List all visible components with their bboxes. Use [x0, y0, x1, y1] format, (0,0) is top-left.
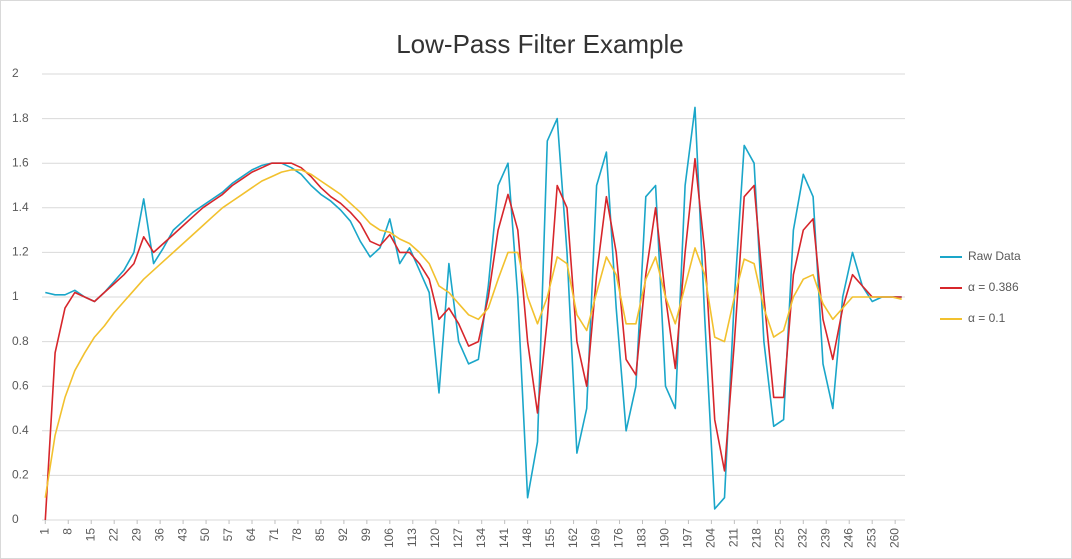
- series-line: [44, 157, 902, 521]
- x-tick-label: 1: [37, 528, 51, 535]
- x-tick-label: 64: [244, 528, 258, 542]
- x-tick-label: 22: [106, 528, 120, 542]
- x-tick-label: 78: [290, 528, 304, 542]
- x-tick-label: 253: [864, 528, 878, 548]
- x-tick-label: 85: [313, 528, 327, 542]
- y-tick-label: 0.2: [12, 468, 29, 482]
- x-tick-label: 162: [566, 528, 580, 548]
- x-tick-label: 50: [198, 528, 212, 542]
- series-line: [44, 169, 902, 498]
- x-tick-label: 141: [497, 528, 511, 548]
- x-tick-label: 183: [635, 528, 649, 548]
- y-tick-label: 0.6: [12, 378, 29, 392]
- x-tick-label: 43: [175, 528, 189, 542]
- x-tick-label: 29: [129, 528, 143, 542]
- x-tick-label: 99: [359, 528, 373, 542]
- y-tick-label: 1.4: [12, 200, 29, 214]
- x-tick-label: 176: [612, 528, 626, 548]
- y-tick-label: 0: [12, 512, 19, 526]
- x-tick-label: 92: [336, 528, 350, 542]
- y-tick-label: 0.4: [12, 423, 29, 437]
- x-tick-label: 260: [887, 528, 901, 548]
- y-tick-label: 2: [12, 66, 19, 80]
- x-tick-label: 8: [60, 528, 74, 535]
- x-tick-label: 246: [841, 528, 855, 548]
- x-tick-label: 204: [704, 528, 718, 548]
- x-tick-label: 225: [772, 528, 786, 548]
- x-tick-label: 113: [405, 528, 419, 547]
- y-tick-label: 0.8: [12, 334, 29, 348]
- x-tick-label: 127: [451, 528, 465, 548]
- x-tick-label: 197: [681, 528, 695, 548]
- x-tick-label: 211: [727, 528, 741, 547]
- x-tick-label: 106: [382, 528, 396, 548]
- x-tick-label: 15: [83, 528, 97, 542]
- x-tick-label: 218: [750, 528, 764, 548]
- y-tick-label: 1.8: [12, 111, 29, 125]
- series-line: [45, 106, 902, 510]
- x-tick-label: 155: [543, 528, 557, 548]
- x-tick-label: 190: [658, 528, 672, 548]
- x-tick-label: 169: [589, 528, 603, 548]
- x-tick-label: 239: [818, 528, 832, 548]
- y-tick-label: 1: [12, 289, 19, 303]
- legend-label: Raw Data: [968, 249, 1021, 263]
- y-tick-label: 1.2: [12, 245, 29, 259]
- legend-label: α = 0.1: [968, 311, 1006, 325]
- x-tick-label: 71: [267, 528, 281, 542]
- chart-title: Low-Pass Filter Example: [396, 29, 684, 59]
- x-tick-label: 232: [795, 528, 809, 548]
- x-tick-label: 57: [221, 528, 235, 542]
- x-tick-label: 120: [428, 528, 442, 548]
- x-tick-label: 36: [152, 528, 166, 542]
- legend-label: α = 0.386: [968, 280, 1019, 294]
- x-tick-label: 148: [520, 528, 534, 548]
- x-tick-label: 134: [474, 528, 488, 548]
- y-tick-label: 1.6: [12, 155, 29, 169]
